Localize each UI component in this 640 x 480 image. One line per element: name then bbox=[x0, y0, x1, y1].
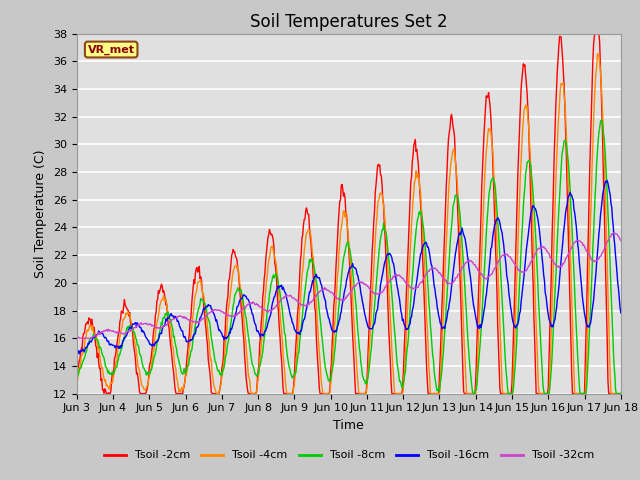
Tsoil -32cm bbox=[610, 230, 618, 236]
Line: Tsoil -32cm: Tsoil -32cm bbox=[77, 233, 621, 338]
Tsoil -2cm bbox=[73, 368, 81, 374]
Tsoil -4cm bbox=[617, 391, 625, 396]
Line: Tsoil -2cm: Tsoil -2cm bbox=[77, 34, 621, 394]
Tsoil -4cm bbox=[73, 377, 81, 383]
X-axis label: Time: Time bbox=[333, 419, 364, 432]
Tsoil -16cm bbox=[76, 351, 83, 357]
Line: Tsoil -4cm: Tsoil -4cm bbox=[77, 54, 621, 394]
Tsoil -8cm bbox=[598, 117, 605, 123]
Tsoil -32cm bbox=[617, 238, 625, 243]
Tsoil -8cm bbox=[447, 231, 454, 237]
Y-axis label: Soil Temperature (C): Soil Temperature (C) bbox=[35, 149, 47, 278]
Tsoil -16cm bbox=[448, 284, 456, 289]
Tsoil -2cm bbox=[617, 391, 625, 396]
Tsoil -2cm bbox=[448, 111, 456, 117]
Line: Tsoil -8cm: Tsoil -8cm bbox=[77, 120, 621, 394]
Tsoil -16cm bbox=[341, 287, 349, 292]
Tsoil -8cm bbox=[340, 252, 348, 258]
Tsoil -2cm bbox=[193, 264, 201, 270]
Tsoil -2cm bbox=[341, 195, 349, 201]
Tsoil -2cm bbox=[100, 391, 108, 396]
Tsoil -32cm bbox=[340, 298, 348, 303]
Tsoil -8cm bbox=[470, 391, 477, 396]
Tsoil -2cm bbox=[591, 31, 599, 36]
Tsoil -16cm bbox=[394, 287, 402, 293]
Tsoil -8cm bbox=[394, 360, 401, 366]
Line: Tsoil -16cm: Tsoil -16cm bbox=[77, 180, 621, 354]
Text: VR_met: VR_met bbox=[88, 44, 134, 55]
Legend: Tsoil -2cm, Tsoil -4cm, Tsoil -8cm, Tsoil -16cm, Tsoil -32cm: Tsoil -2cm, Tsoil -4cm, Tsoil -8cm, Tsoi… bbox=[99, 446, 598, 465]
Tsoil -4cm bbox=[593, 51, 601, 57]
Tsoil -2cm bbox=[568, 370, 575, 376]
Tsoil -2cm bbox=[216, 384, 224, 389]
Tsoil -16cm bbox=[193, 324, 201, 330]
Tsoil -8cm bbox=[73, 372, 81, 377]
Tsoil -16cm bbox=[604, 178, 611, 183]
Tsoil -8cm bbox=[617, 391, 625, 396]
Tsoil -4cm bbox=[394, 391, 402, 396]
Tsoil -4cm bbox=[212, 391, 220, 396]
Tsoil -4cm bbox=[193, 290, 200, 296]
Tsoil -32cm bbox=[394, 273, 401, 279]
Tsoil -16cm bbox=[617, 310, 625, 316]
Tsoil -4cm bbox=[568, 295, 575, 300]
Tsoil -4cm bbox=[341, 214, 349, 220]
Tsoil -8cm bbox=[568, 218, 575, 224]
Tsoil -8cm bbox=[193, 317, 200, 323]
Tsoil -4cm bbox=[448, 156, 456, 162]
Tsoil -32cm bbox=[567, 246, 575, 252]
Tsoil -16cm bbox=[216, 328, 224, 334]
Tsoil -4cm bbox=[216, 383, 224, 389]
Title: Soil Temperatures Set 2: Soil Temperatures Set 2 bbox=[250, 12, 447, 31]
Tsoil -32cm bbox=[73, 336, 81, 341]
Tsoil -8cm bbox=[216, 371, 223, 377]
Tsoil -16cm bbox=[73, 348, 81, 354]
Tsoil -2cm bbox=[394, 391, 402, 396]
Tsoil -16cm bbox=[568, 192, 575, 198]
Tsoil -32cm bbox=[193, 320, 200, 326]
Tsoil -32cm bbox=[216, 308, 223, 313]
Tsoil -32cm bbox=[447, 281, 454, 287]
